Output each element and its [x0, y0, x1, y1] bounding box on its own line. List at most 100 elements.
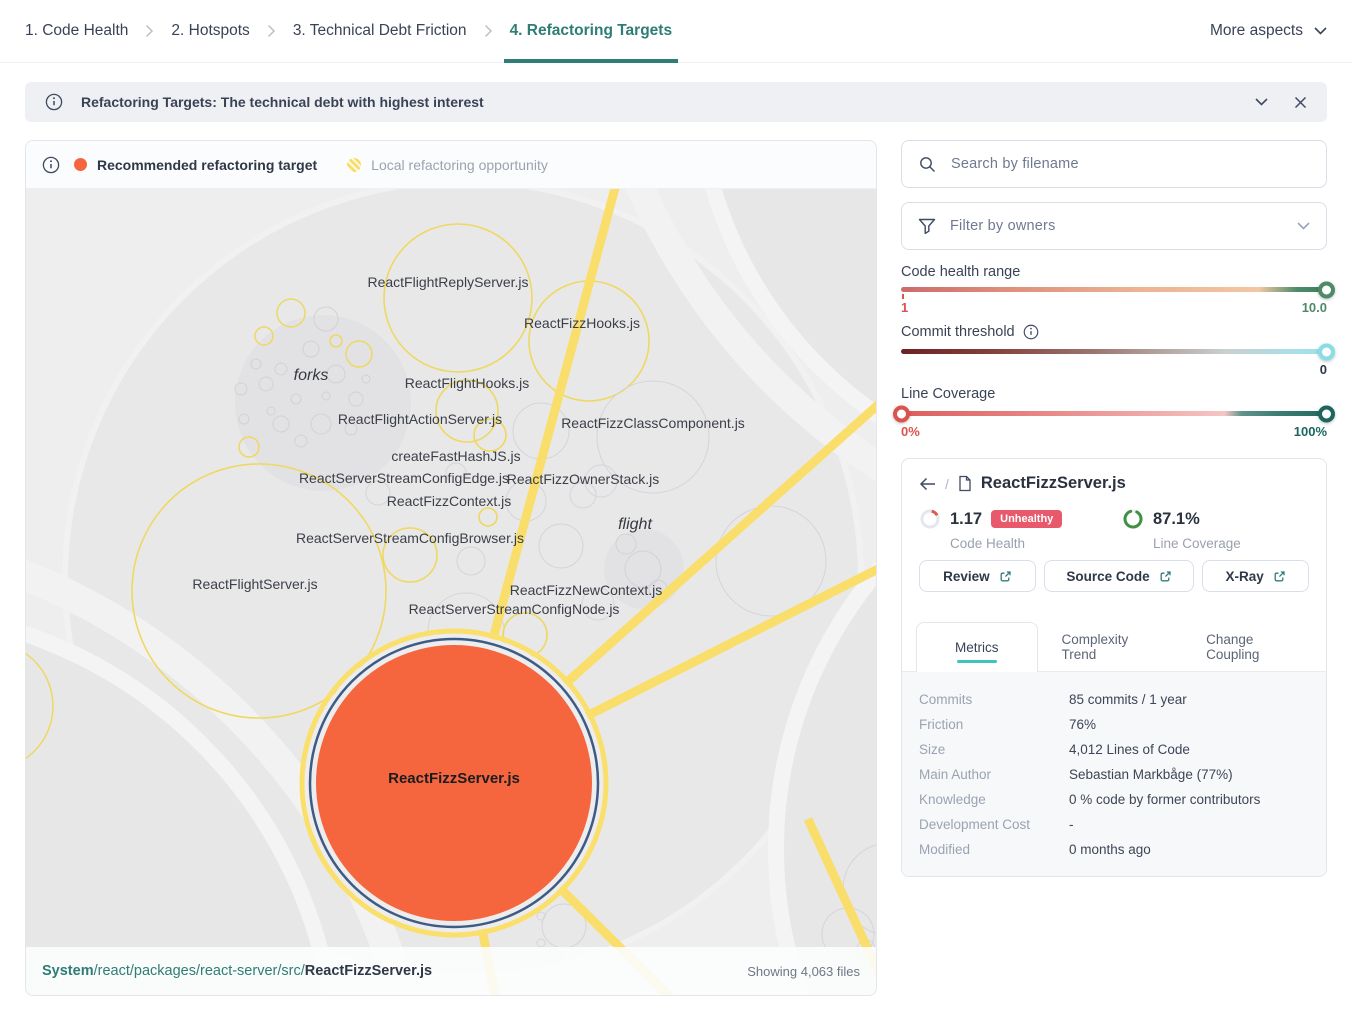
action-label: Source Code: [1066, 568, 1150, 584]
svg-text:ReactFizzNewContext.js: ReactFizzNewContext.js: [510, 582, 663, 598]
back-icon[interactable]: [919, 477, 936, 491]
source-code-button[interactable]: Source Code: [1043, 560, 1195, 592]
metric-row: Modified 0 months ago: [919, 837, 1309, 862]
external-link-icon: [999, 570, 1012, 583]
svg-text:ReactServerStreamConfigNode.js: ReactServerStreamConfigNode.js: [409, 601, 620, 617]
line-coverage-max-handle[interactable]: [1318, 405, 1335, 422]
sidebar: Filter by owners Code health range 1 10.…: [893, 140, 1335, 997]
more-aspects-label: More aspects: [1209, 22, 1303, 39]
svg-text:ReactFizzHooks.js: ReactFizzHooks.js: [524, 315, 640, 331]
more-aspects-dropdown[interactable]: More aspects: [1210, 22, 1327, 40]
refactoring-targets-map-panel: forks flight ReactFlightReplyServer.js Reac…: [25, 140, 877, 996]
metric-value: 76%: [1069, 717, 1097, 732]
tab-label: Change Coupling: [1206, 632, 1260, 662]
search-box[interactable]: [901, 140, 1327, 188]
legend-info-icon[interactable]: [42, 156, 60, 174]
commit-threshold-label: Commit threshold: [901, 324, 1039, 340]
owners-filter-dropdown[interactable]: Filter by owners: [901, 202, 1327, 250]
metric-label: Commits: [919, 692, 973, 707]
tab-metrics[interactable]: Metrics: [916, 622, 1038, 672]
svg-text:createFastHashJS.js: createFastHashJS.js: [391, 448, 520, 464]
chevron-right-icon: [484, 24, 493, 38]
chart-legend: Recommended refactoring target Local ref…: [26, 141, 876, 189]
banner-collapse-icon[interactable]: [1255, 98, 1268, 106]
code-health-range-handle[interactable]: [1318, 281, 1335, 298]
action-label: X-Ray: [1225, 568, 1264, 584]
svg-text:ReactFizzOwnerStack.js: ReactFizzOwnerStack.js: [507, 471, 659, 487]
banner-close-icon[interactable]: [1294, 96, 1307, 109]
aspect-tab-2[interactable]: 2. Hotspots: [171, 22, 250, 39]
metric-row: Friction 76%: [919, 712, 1309, 737]
tab-label: Complexity Trend: [1061, 632, 1129, 662]
review-button[interactable]: Review: [919, 560, 1036, 592]
svg-text:ReactFlightReplyServer.js: ReactFlightReplyServer.js: [367, 274, 528, 290]
line-coverage-min-handle[interactable]: [893, 405, 910, 422]
aspect-tab-3[interactable]: 3. Technical Debt Friction: [292, 22, 467, 39]
code-health-stat: 1.17 Unhealthy Code Health: [919, 508, 1106, 551]
svg-text:forks: forks: [294, 367, 329, 384]
showing-files-count: Showing 4,063 files: [747, 963, 860, 979]
metric-row: Main Author Sebastian Markbåge (77%): [919, 762, 1309, 787]
file-detail-card: / ReactFizzServer.js 1.17 Unhealthy: [901, 458, 1327, 877]
metric-value: 4,012 Lines of Code: [1069, 742, 1190, 757]
svg-text:ReactFlightServer.js: ReactFlightServer.js: [192, 576, 317, 592]
metric-row: Size 4,012 Lines of Code: [919, 737, 1309, 762]
bubble-chart[interactable]: forks flight ReactFlightReplyServer.js Reac…: [26, 141, 876, 995]
active-tab-underline: [956, 660, 997, 663]
unhealthy-badge: Unhealthy: [991, 510, 1063, 528]
metrics-panel: Commits 85 commits / 1 year Friction 76% Siz…: [902, 671, 1326, 876]
commit-threshold-value: 0: [1319, 362, 1327, 377]
code-health-min: 1: [901, 300, 909, 315]
tab-label: Metrics: [955, 640, 999, 655]
file-icon: [958, 475, 972, 492]
external-link-icon: [1159, 570, 1172, 583]
metric-label: Development Cost: [919, 817, 1031, 832]
line-coverage-min: 0%: [901, 424, 920, 439]
file-name: ReactFizzServer.js: [980, 474, 1126, 492]
code-health-caption: Code Health: [950, 536, 1026, 551]
tab-change-coupling[interactable]: Change Coupling: [1182, 622, 1326, 672]
metric-value: 0 months ago: [1069, 842, 1151, 857]
code-health-donut-icon: [919, 508, 941, 530]
banner-title: Refactoring Targets: The technical debt …: [81, 94, 484, 110]
info-icon[interactable]: [1023, 324, 1039, 340]
line-coverage-stat: 87.1% Line Coverage: [1122, 508, 1309, 551]
metric-value: 0 % code by former contributors: [1069, 792, 1261, 807]
file-path: System/react/packages/react-server/src/R…: [42, 963, 433, 979]
metric-value: -: [1069, 817, 1074, 832]
svg-text:ReactServerStreamConfigBrowser: ReactServerStreamConfigBrowser.js: [296, 530, 524, 546]
metric-label: Friction: [919, 717, 964, 732]
commit-threshold-handle[interactable]: [1318, 343, 1335, 360]
owners-filter-placeholder: Filter by owners: [950, 218, 1056, 234]
metric-value: 85 commits / 1 year: [1069, 692, 1187, 707]
metric-row: Knowledge 0 % code by former contributors: [919, 787, 1309, 812]
svg-text:ReactFizzServer.js: ReactFizzServer.js: [388, 770, 520, 787]
aspect-tab-4[interactable]: 4. Refactoring Targets: [503, 0, 678, 63]
svg-text:ReactFlightActionServer.js: ReactFlightActionServer.js: [338, 411, 502, 427]
info-icon: [45, 93, 63, 111]
legend-local-opportunity: Local refactoring opportunity: [347, 157, 548, 173]
code-health-range-slider[interactable]: [901, 281, 1335, 298]
line-coverage-donut-icon: [1122, 508, 1144, 530]
search-input[interactable]: [951, 156, 1310, 172]
action-label: Review: [943, 568, 990, 584]
commit-threshold-slider[interactable]: [901, 343, 1335, 360]
metric-label: Main Author: [919, 767, 992, 782]
metric-label: Modified: [919, 842, 971, 857]
aspect-tab-1[interactable]: 1. Code Health: [25, 22, 129, 39]
code-health-value: 1.17: [950, 509, 983, 528]
orange-dot-icon: [74, 158, 87, 171]
chevron-right-icon: [267, 24, 276, 38]
info-banner: Refactoring Targets: The technical debt …: [25, 82, 1327, 122]
svg-text:flight: flight: [618, 516, 652, 533]
top-navigation: 1. Code Health 2. Hotspots 3. Technical De…: [0, 0, 1352, 63]
code-health-range-label: Code health range: [901, 264, 1021, 280]
x-ray-button[interactable]: X-Ray: [1202, 560, 1309, 592]
svg-text:ReactServerStreamConfigEdge.js: ReactServerStreamConfigEdge.js: [299, 470, 509, 486]
tab-complexity-trend[interactable]: Complexity Trend: [1038, 622, 1183, 672]
code-health-max: 10.0: [1301, 300, 1327, 315]
line-coverage-max: 100%: [1293, 424, 1327, 439]
metric-label: Knowledge: [919, 792, 986, 807]
metric-value: Sebastian Markbåge (77%): [1069, 767, 1233, 782]
line-coverage-slider[interactable]: [893, 405, 1335, 422]
